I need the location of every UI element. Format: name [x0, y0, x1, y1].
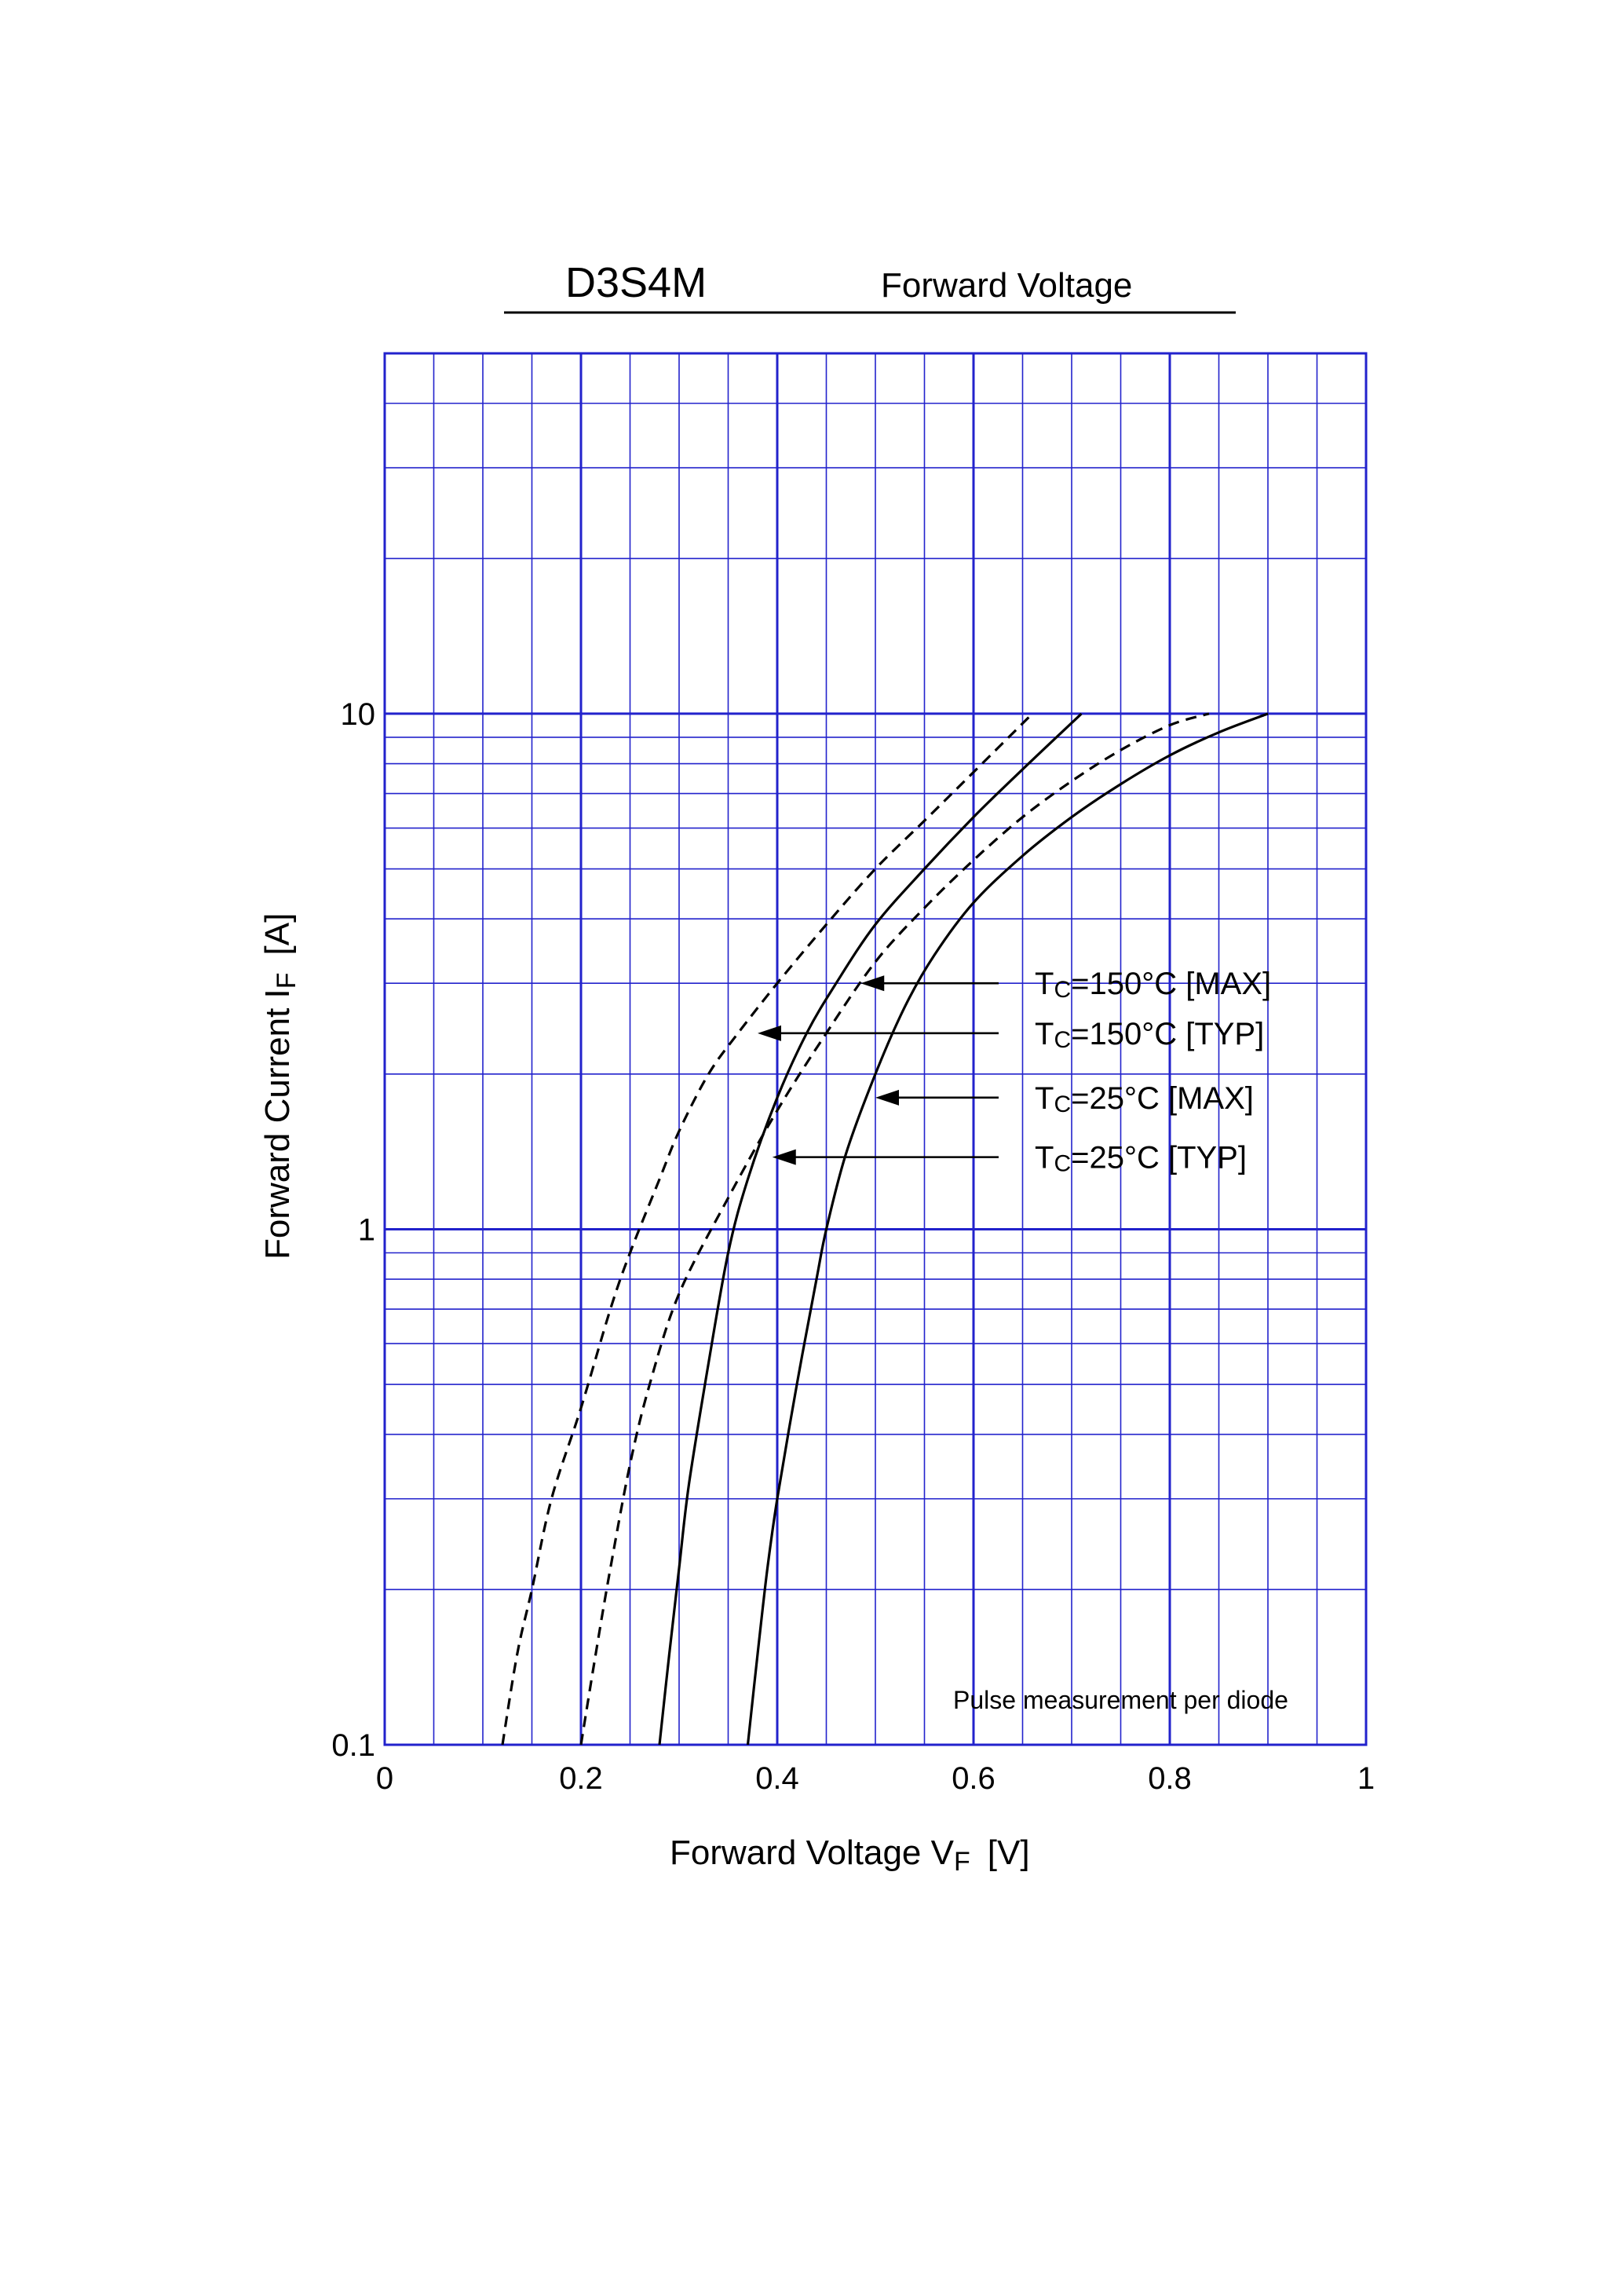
y-axis-label-unit: [A]: [258, 913, 297, 956]
x-axis-label-main: Forward Voltage V: [670, 1834, 955, 1872]
annotation-arrowhead: [875, 1089, 899, 1106]
annotation-arrowhead: [772, 1149, 796, 1165]
x-axis-label-sub: F: [954, 1847, 970, 1877]
x-axis-label: Forward Voltage VF [V]: [670, 1834, 1030, 1877]
y-axis-label-main: Forward Current I: [258, 989, 297, 1260]
tick-labels: 0 0.2 0.4 0.6 0.8 1 0.1 1 10: [331, 697, 1375, 1796]
y-axis-label-sub: F: [272, 972, 301, 989]
x-tick-label: 0.6: [952, 1761, 995, 1796]
y-axis-label: Forward Current IF [A]: [258, 913, 301, 1260]
grid-lines: [383, 352, 1368, 1746]
data-series: [501, 712, 1269, 1746]
chart-subtitle: Forward Voltage: [881, 266, 1132, 305]
annotation-label-rest: =150°C [TYP]: [1071, 1017, 1264, 1051]
x-tick-label: 0.2: [559, 1761, 603, 1796]
annotation-label-sub: C: [1054, 1091, 1071, 1117]
series-line-1: [579, 712, 1210, 1746]
annotation-label-prefix: T: [1035, 1081, 1054, 1116]
annotation-label-prefix: T: [1035, 1141, 1054, 1175]
annotation-arrowhead: [758, 1025, 781, 1041]
annotation-label-rest: =25°C [MAX]: [1071, 1081, 1254, 1116]
y-tick-label: 10: [341, 697, 376, 732]
x-tick-label: 0: [376, 1761, 393, 1796]
pulse-note: Pulse measurement per diode: [953, 1686, 1288, 1714]
part-number-title: D3S4M: [565, 259, 707, 306]
series-annotations: TC=150°C [MAX]TC=150°C [TYP]TC=25°C [MAX…: [758, 967, 1271, 1177]
annotation-arrowhead: [860, 975, 885, 992]
x-tick-label: 1: [1357, 1761, 1375, 1796]
annotation-label: TC=150°C [TYP]: [1035, 1017, 1264, 1053]
y-tick-label: 0.1: [331, 1728, 375, 1763]
annotation-label-sub: C: [1054, 1027, 1071, 1053]
y-tick-label: 1: [358, 1212, 375, 1247]
x-tick-label: 0.4: [755, 1761, 799, 1796]
annotation-label: TC=25°C [MAX]: [1035, 1081, 1254, 1117]
annotation-label-rest: =25°C [TYP]: [1071, 1141, 1247, 1175]
annotation-label: TC=25°C [TYP]: [1035, 1141, 1247, 1177]
annotation-label-prefix: T: [1035, 1017, 1054, 1051]
annotation-label-rest: =150°C [MAX]: [1071, 967, 1271, 1001]
x-axis-label-unit: [V]: [988, 1834, 1030, 1872]
series-line-3: [746, 712, 1269, 1746]
annotation-label-prefix: T: [1035, 967, 1054, 1001]
annotation-label-sub: C: [1054, 1151, 1071, 1177]
annotation-label: TC=150°C [MAX]: [1035, 967, 1271, 1003]
plot-border: [383, 352, 1368, 1746]
series-line-4: [658, 712, 1083, 1746]
x-tick-label: 0.8: [1148, 1761, 1192, 1796]
annotation-label-sub: C: [1054, 977, 1071, 1003]
